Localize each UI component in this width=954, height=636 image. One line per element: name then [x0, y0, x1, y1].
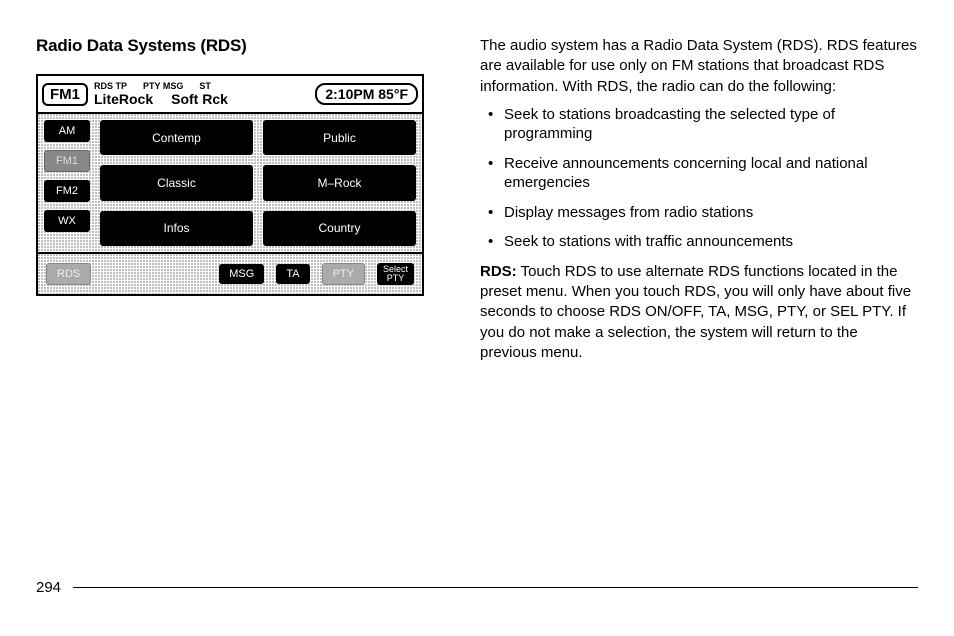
- list-item: Seek to stations with traffic announceme…: [480, 232, 918, 252]
- header-indicators: RDS TP PTY MSG ST: [94, 81, 313, 91]
- feature-list: Seek to stations broadcasting the select…: [480, 105, 918, 252]
- station-1: LiteRock: [94, 91, 153, 107]
- header-mid: RDS TP PTY MSG ST LiteRock Soft Rck: [90, 81, 313, 107]
- pty-button[interactable]: PTY: [322, 263, 365, 285]
- genre-public-button[interactable]: Public: [263, 120, 416, 155]
- select-pty-l2: PTY: [387, 273, 405, 283]
- indicator-st: ST: [199, 81, 211, 91]
- genre-country-button[interactable]: Country: [263, 211, 416, 246]
- indicator-rds-tp: RDS TP: [94, 81, 127, 91]
- ta-button[interactable]: TA: [276, 264, 309, 284]
- footer-rule: [73, 587, 918, 588]
- band-buttons: AM FM1 FM2 WX: [44, 120, 90, 246]
- radio-header: FM1 RDS TP PTY MSG ST LiteRock Soft Rck …: [38, 76, 422, 114]
- radio-panel: FM1 RDS TP PTY MSG ST LiteRock Soft Rck …: [36, 74, 424, 296]
- radio-body: AM FM1 FM2 WX Contemp Public Classic M–R…: [38, 114, 422, 254]
- page-number: 294: [36, 579, 61, 596]
- page-footer: 294: [36, 579, 918, 596]
- rds-button[interactable]: RDS: [46, 263, 91, 285]
- genre-grid: Contemp Public Classic M–Rock Infos Coun…: [100, 120, 416, 246]
- intro-paragraph: The audio system has a Radio Data System…: [480, 36, 918, 97]
- rds-paragraph: RDS: Touch RDS to use alternate RDS func…: [480, 262, 918, 363]
- list-item: Seek to stations broadcasting the select…: [480, 105, 918, 144]
- clock-temp: 2:10PM 85°F: [315, 83, 418, 105]
- band-badge: FM1: [42, 83, 88, 106]
- band-fm2-button[interactable]: FM2: [44, 180, 90, 202]
- msg-button[interactable]: MSG: [219, 264, 264, 284]
- radio-footer: RDS MSG TA PTY Select PTY: [38, 254, 422, 294]
- rds-text: Touch RDS to use alternate RDS functions…: [480, 263, 911, 361]
- station-2: Soft Rck: [171, 91, 228, 107]
- genre-contemp-button[interactable]: Contemp: [100, 120, 253, 155]
- station-labels: LiteRock Soft Rck: [94, 91, 313, 107]
- list-item: Display messages from radio stations: [480, 203, 918, 223]
- genre-mrock-button[interactable]: M–Rock: [263, 165, 416, 200]
- indicator-pty-msg: PTY MSG: [143, 81, 183, 91]
- genre-classic-button[interactable]: Classic: [100, 165, 253, 200]
- rds-label: RDS:: [480, 263, 517, 280]
- genre-infos-button[interactable]: Infos: [100, 211, 253, 246]
- band-fm1-button[interactable]: FM1: [44, 150, 90, 172]
- intro-text: The audio system has a Radio Data System…: [480, 36, 918, 97]
- section-heading: Radio Data Systems (RDS): [36, 36, 456, 56]
- select-pty-button[interactable]: Select PTY: [377, 263, 414, 285]
- band-wx-button[interactable]: WX: [44, 210, 90, 232]
- band-am-button[interactable]: AM: [44, 120, 90, 142]
- list-item: Receive announcements concerning local a…: [480, 154, 918, 193]
